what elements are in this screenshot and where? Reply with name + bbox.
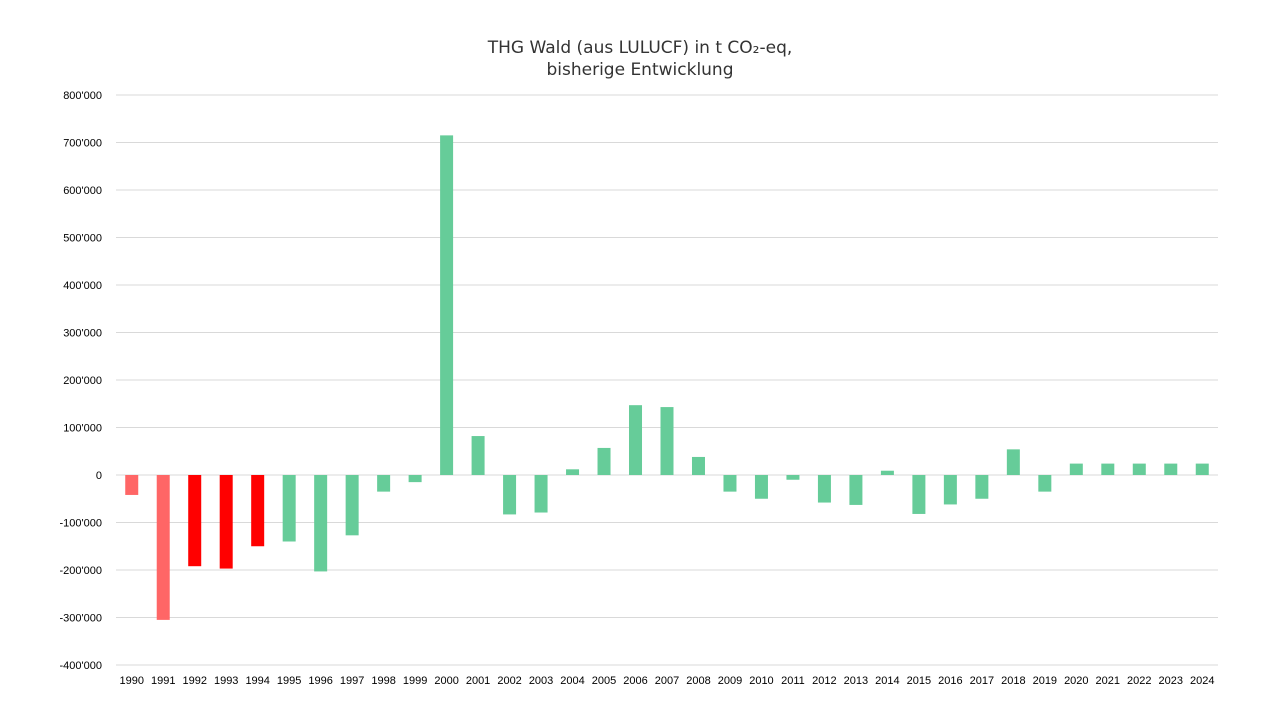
- x-tick-label: 2012: [812, 675, 836, 687]
- bar-2019: [1038, 475, 1052, 492]
- bar-2009: [723, 475, 737, 492]
- x-tick-label: 2016: [938, 675, 962, 687]
- x-tick-label: 2017: [970, 675, 994, 687]
- x-tick-label: 2004: [560, 675, 584, 687]
- y-tick-label: -100'000: [60, 518, 102, 530]
- x-tick-label: 1999: [403, 675, 427, 687]
- bar-2003: [534, 475, 548, 513]
- x-tick-label: 2014: [875, 675, 899, 687]
- x-tick-label: 2013: [844, 675, 868, 687]
- x-tick-label: 2020: [1064, 675, 1088, 687]
- bar-2006: [629, 405, 643, 475]
- bar-2011: [786, 475, 800, 480]
- y-tick-label: 800'000: [63, 90, 102, 102]
- y-tick-label: 400'000: [63, 280, 102, 292]
- bar-2024: [1195, 463, 1209, 475]
- x-tick-label: 2021: [1096, 675, 1120, 687]
- x-tick-label: 2008: [686, 675, 710, 687]
- x-tick-label: 2023: [1159, 675, 1183, 687]
- x-tick-label: 2024: [1190, 675, 1214, 687]
- x-tick-label: 2007: [655, 675, 679, 687]
- bar-2008: [691, 456, 705, 475]
- x-tick-label: 1991: [151, 675, 175, 687]
- x-tick-label: 2006: [623, 675, 647, 687]
- bar-2020: [1069, 463, 1083, 475]
- x-tick-label: 2022: [1127, 675, 1151, 687]
- gridlines: [116, 94, 1218, 666]
- bar-1999: [408, 475, 422, 483]
- bar-1997: [345, 475, 359, 536]
- x-tick-label: 1993: [214, 675, 238, 687]
- x-tick-label: 2015: [907, 675, 931, 687]
- y-tick-label: 500'000: [63, 233, 102, 245]
- bar-2014: [880, 470, 894, 475]
- bar-1994: [251, 475, 265, 547]
- chart-subtitle: bisherige Entwicklung: [546, 60, 733, 80]
- x-tick-label: 2011: [781, 675, 805, 687]
- bar-1993: [219, 475, 233, 569]
- bar-2015: [912, 475, 926, 514]
- bar-2017: [975, 475, 989, 499]
- bar-2016: [943, 475, 957, 505]
- bar-1995: [282, 475, 296, 542]
- y-tick-label: 100'000: [63, 423, 102, 435]
- x-tick-label: 1998: [371, 675, 395, 687]
- bar-2000: [440, 135, 454, 475]
- x-tick-label: 1990: [120, 675, 144, 687]
- bar-2007: [660, 407, 674, 475]
- bar-2004: [566, 469, 580, 475]
- x-tick-label: 2001: [466, 675, 490, 687]
- y-tick-label: -300'000: [60, 613, 102, 625]
- bar-2001: [471, 436, 485, 475]
- bar-1998: [377, 475, 391, 492]
- bar-2018: [1006, 449, 1020, 475]
- x-tick-label: 1994: [245, 675, 269, 687]
- x-tick-label: 1992: [182, 675, 206, 687]
- bars: [125, 135, 1209, 620]
- x-tick-label: 2002: [497, 675, 521, 687]
- x-tick-label: 2018: [1001, 675, 1025, 687]
- bar-2023: [1164, 463, 1178, 475]
- y-axis-tick-labels: 800'000 700'000 600'000 500'000 400'000 300'0…: [60, 90, 102, 672]
- bar-1991: [156, 475, 170, 620]
- x-tick-label: 2019: [1033, 675, 1057, 687]
- x-tick-label: 1996: [308, 675, 332, 687]
- chart-title: THG Wald (aus LULUCF) in t CO₂-eq,: [487, 38, 793, 58]
- y-tick-label: 200'000: [63, 375, 102, 387]
- bar-2013: [849, 475, 863, 505]
- x-tick-label: 2005: [592, 675, 616, 687]
- x-tick-label: 1997: [340, 675, 364, 687]
- bar-1996: [314, 475, 328, 572]
- y-tick-label: 300'000: [63, 328, 102, 340]
- x-tick-label: 2000: [434, 675, 458, 687]
- x-tick-label: 2003: [529, 675, 553, 687]
- x-tick-label: 2009: [718, 675, 742, 687]
- bar-2022: [1132, 463, 1146, 475]
- y-tick-label: 0: [96, 470, 102, 482]
- y-tick-label: -200'000: [60, 565, 102, 577]
- x-tick-label: 2010: [749, 675, 773, 687]
- bar-1992: [188, 475, 202, 567]
- y-tick-label: 600'000: [63, 185, 102, 197]
- bar-2005: [597, 447, 611, 475]
- x-tick-label: 1995: [277, 675, 301, 687]
- x-axis-tick-labels: 1990 1991 1992 1993 1994 1995 1996 1997 1998 1999…: [120, 675, 1215, 687]
- bar-2012: [817, 475, 831, 503]
- bar-2010: [754, 475, 768, 499]
- bar-2021: [1101, 463, 1115, 475]
- y-tick-label: 700'000: [63, 138, 102, 150]
- y-tick-label: -400'000: [60, 660, 102, 672]
- bar-2002: [503, 475, 517, 515]
- bar-1990: [125, 475, 139, 495]
